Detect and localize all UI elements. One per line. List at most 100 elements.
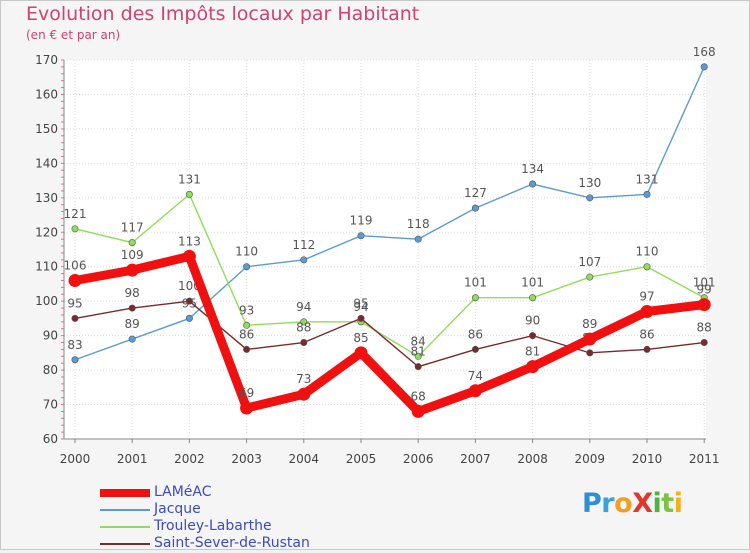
data-label: 84 [411, 334, 426, 348]
data-label: 107 [578, 255, 601, 269]
logo-letter: i [652, 488, 662, 519]
data-label: 68 [411, 389, 426, 403]
legend-label-trouley-labarthe: Trouley-Labarthe [154, 518, 272, 534]
data-label: 101 [693, 276, 716, 290]
data-point [185, 297, 193, 305]
data-label: 86 [639, 327, 654, 341]
data-label: 94 [353, 300, 368, 314]
data-label: 90 [525, 314, 540, 328]
data-label: 88 [697, 321, 712, 335]
data-point [243, 321, 251, 329]
y-tick-label: 100 [35, 294, 58, 308]
x-tick-label: 2003 [231, 452, 262, 466]
data-label: 118 [407, 217, 430, 231]
data-point [128, 304, 136, 312]
proxiti-logo: ProXiti [582, 488, 683, 519]
data-point [297, 387, 311, 401]
data-point [414, 235, 422, 243]
axes: 60 70 80 90 100 110 120 130 140 150 160 170 2000 2001… [35, 53, 719, 466]
logo-letter: X [632, 488, 653, 519]
data-point [357, 314, 365, 322]
data-point [125, 263, 139, 277]
data-point [354, 346, 368, 360]
grid [64, 59, 706, 440]
data-label: 99 [697, 283, 712, 297]
logo-letter: P [582, 488, 602, 519]
data-label: 81 [525, 345, 540, 359]
data-label: 98 [125, 286, 140, 300]
data-point [71, 225, 79, 233]
series-line-jacque [74, 66, 705, 361]
data-point [128, 335, 136, 343]
series-saint-sever-de-rustan: 9598100868895818690858688 [67, 279, 712, 371]
data-point [182, 249, 196, 263]
data-point [471, 294, 479, 302]
x-tick-label: 2006 [403, 452, 434, 466]
series-line-lameac [70, 251, 709, 416]
data-point [243, 345, 251, 353]
data-point [128, 239, 136, 247]
data-label: 110 [636, 245, 659, 259]
x-tick-label: 2000 [60, 452, 91, 466]
y-tick-label: 110 [35, 260, 58, 274]
legend-label-jacque: Jacque [154, 501, 201, 517]
x-tick-label: 2008 [517, 452, 548, 466]
data-point [240, 401, 254, 415]
data-label: 86 [239, 327, 254, 341]
data-point [697, 298, 711, 312]
x-tick-label: 2001 [117, 452, 148, 466]
logo-letter: i [673, 488, 683, 519]
data-point [357, 232, 365, 240]
data-point [414, 363, 422, 371]
data-point [243, 263, 251, 271]
data-label: 74 [468, 369, 483, 383]
y-tick-label: 150 [35, 122, 58, 136]
legend-label-lameac: LAMéAC [154, 484, 212, 500]
data-label: 89 [125, 317, 140, 331]
legend-swatch-saint-sever-de-rustan [100, 543, 150, 545]
data-label: 69 [239, 386, 254, 400]
series-lameac: 106 109 113 69 73 85 68 74 81 89 97 99 [64, 234, 712, 418]
data-label: 110 [235, 245, 258, 259]
data-label: 81 [411, 345, 426, 359]
data-label: 168 [693, 45, 716, 59]
data-point [586, 194, 594, 202]
data-label: 127 [464, 186, 487, 200]
data-point [185, 314, 193, 322]
logo-letter: t [661, 488, 674, 519]
data-point [300, 318, 308, 326]
data-label: 106 [64, 259, 87, 273]
x-tick-label: 2004 [289, 452, 320, 466]
y-tick-label: 70 [43, 398, 58, 412]
data-label: 131 [636, 172, 659, 186]
x-tick-label: 2009 [575, 452, 606, 466]
data-label: 112 [292, 238, 315, 252]
data-label: 89 [582, 317, 597, 331]
data-label: 73 [296, 372, 311, 386]
data-point [640, 305, 654, 319]
data-label: 94 [296, 300, 311, 314]
series-line-trouley-labarthe [74, 193, 705, 358]
data-label: 85 [353, 331, 368, 345]
series-line-saint-sever-de-rustan [74, 300, 705, 368]
legend-label-saint-sever-de-rustan: Saint-Sever-de-Rustan [154, 535, 310, 551]
data-label: 113 [178, 234, 201, 248]
x-tick-label: 2011 [689, 452, 720, 466]
data-point [700, 63, 708, 71]
data-point [185, 190, 193, 198]
data-point [411, 404, 425, 418]
data-label: 119 [350, 214, 373, 228]
series-layer: 8389951101121191181271341301311681211171… [64, 45, 716, 418]
data-label: 101 [521, 276, 544, 290]
data-label: 101 [464, 276, 487, 290]
data-point [643, 190, 651, 198]
data-label: 93 [239, 303, 254, 317]
data-point [300, 256, 308, 264]
data-point [471, 204, 479, 212]
data-point [71, 314, 79, 322]
data-point [414, 352, 422, 360]
data-point [529, 294, 537, 302]
x-tick-label: 2005 [346, 452, 377, 466]
data-point [643, 345, 651, 353]
y-tick-label: 120 [35, 225, 58, 239]
